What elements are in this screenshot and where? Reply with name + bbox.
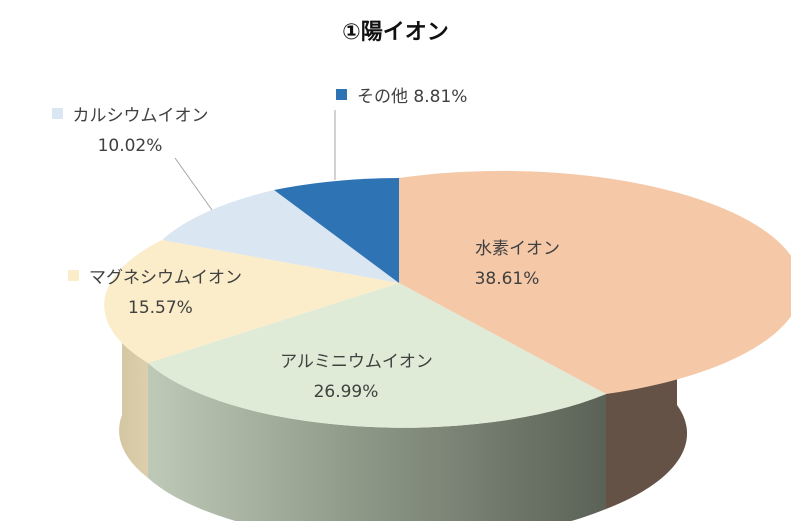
- chart-title: ①陽イオン: [342, 20, 449, 45]
- label-percent: 38.61%: [474, 269, 540, 289]
- label-name: 水素イオン: [475, 239, 560, 259]
- slice-magnesium[interactable]: [104, 240, 399, 363]
- slice-side-aluminum: [148, 363, 606, 521]
- label-name: その他: [357, 87, 408, 107]
- slice-other[interactable]: [274, 178, 399, 283]
- label-percent: 8.81%: [413, 87, 468, 107]
- legend-swatch-magnesium: [68, 270, 79, 281]
- legend-swatch-calcium: [51, 108, 63, 119]
- leader-line-calcium: [174, 157, 213, 211]
- label-percent: 15.57%: [128, 298, 193, 318]
- legend-swatch-hydrogen: [454, 241, 465, 252]
- legend-swatch-other: [336, 89, 347, 100]
- label-calcium: カルシウムイオン 10.02%: [30, 101, 230, 156]
- legend-swatch-aluminum: [259, 354, 271, 365]
- slice-calcium[interactable]: [162, 190, 399, 283]
- label-percent: 10.02%: [97, 136, 163, 156]
- label-name: アルミニウムイオン: [280, 352, 433, 372]
- label-percent: 26.99%: [313, 382, 379, 402]
- label-hydrogen: 水素イオン 38.61%: [452, 234, 562, 289]
- label-name: マグネシウムイオン: [89, 268, 242, 288]
- label-name: カルシウムイオン: [72, 106, 209, 126]
- slice-aluminum[interactable]: [148, 283, 606, 428]
- slice-side-hydrogen: [606, 290, 688, 509]
- label-aluminum: アルミニウムイオン 26.99%: [236, 347, 456, 402]
- label-magnesium: マグネシウムイオン 15.57%: [40, 263, 270, 318]
- slice-hydrogen[interactable]: [399, 170, 791, 394]
- label-other: その他 8.81%: [336, 82, 467, 107]
